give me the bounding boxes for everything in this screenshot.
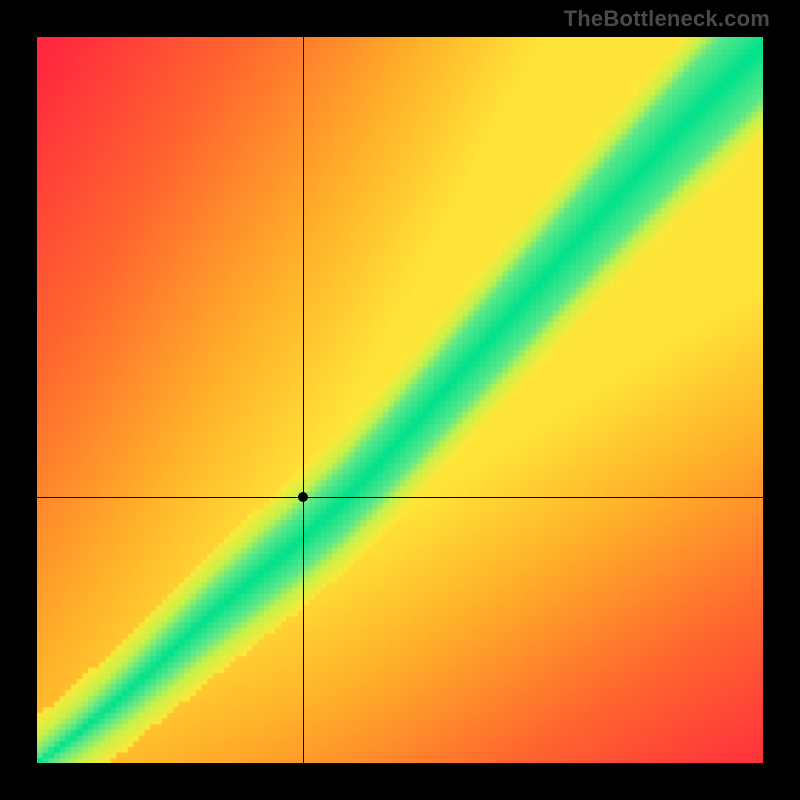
heatmap-canvas bbox=[37, 37, 763, 763]
crosshair-horizontal bbox=[37, 497, 763, 498]
heatmap-plot bbox=[37, 37, 763, 763]
watermark-text: TheBottleneck.com bbox=[564, 6, 770, 32]
crosshair-marker bbox=[298, 492, 308, 502]
crosshair-vertical bbox=[303, 37, 304, 763]
